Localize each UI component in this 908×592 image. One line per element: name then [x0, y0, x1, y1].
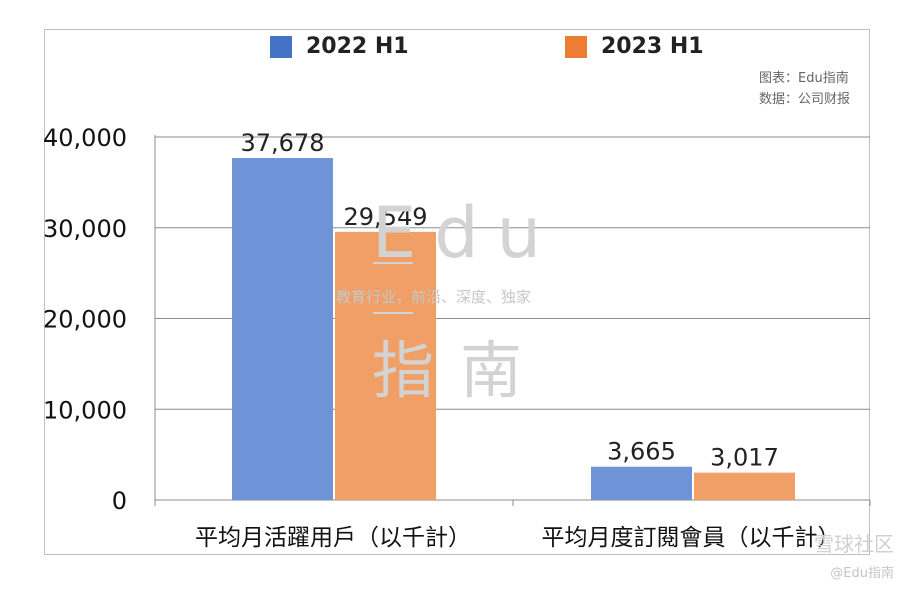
bar-2023-cat0 — [335, 231, 436, 500]
chart-source: 图表：Edu指南 数据：公司财报 — [759, 68, 850, 110]
data-label-2022-cat0: 37,678 — [241, 129, 325, 157]
legend-swatch-2023 — [565, 35, 587, 58]
bar-2022-cat1 — [591, 466, 692, 500]
bar-2022-cat0 — [232, 158, 333, 500]
data-label-2023-cat0: 29,549 — [344, 203, 428, 231]
corner-watermark-handle: @Edu指南 — [830, 566, 894, 581]
source-chart-credit: 图表：Edu指南 — [758, 71, 849, 86]
y-tick-label-2: 20,000 — [43, 306, 127, 334]
chart-frame — [44, 29, 870, 555]
legend-label-2022: 2022 H1 — [306, 34, 409, 59]
x-category-label-1: 平均月度訂閱會員（以千計） — [542, 525, 841, 551]
bar-2023-cat1 — [694, 472, 795, 500]
y-tick-label-0: 0 — [112, 487, 127, 515]
y-tick-label-4: 40,000 — [43, 124, 127, 152]
data-label-2023-cat1: 3,017 — [710, 444, 779, 472]
y-tick-label-1: 10,000 — [43, 396, 127, 424]
source-data-credit: 数据：公司财报 — [758, 92, 850, 107]
corner-watermark-community: 雪球社区 — [814, 532, 894, 556]
y-tick-label-3: 30,000 — [43, 215, 127, 243]
legend-item-2022: 2022 H1 — [270, 34, 409, 59]
legend-swatch-2022 — [270, 35, 292, 58]
x-category-label-0: 平均月活躍用戶（以千計） — [195, 525, 471, 551]
data-label-2022-cat1: 3,665 — [607, 438, 676, 466]
legend-item-2023: 2023 H1 — [565, 34, 704, 59]
legend-label-2023: 2023 H1 — [601, 34, 704, 59]
chart-legend: 2022 H1 2023 H1 — [0, 34, 908, 64]
